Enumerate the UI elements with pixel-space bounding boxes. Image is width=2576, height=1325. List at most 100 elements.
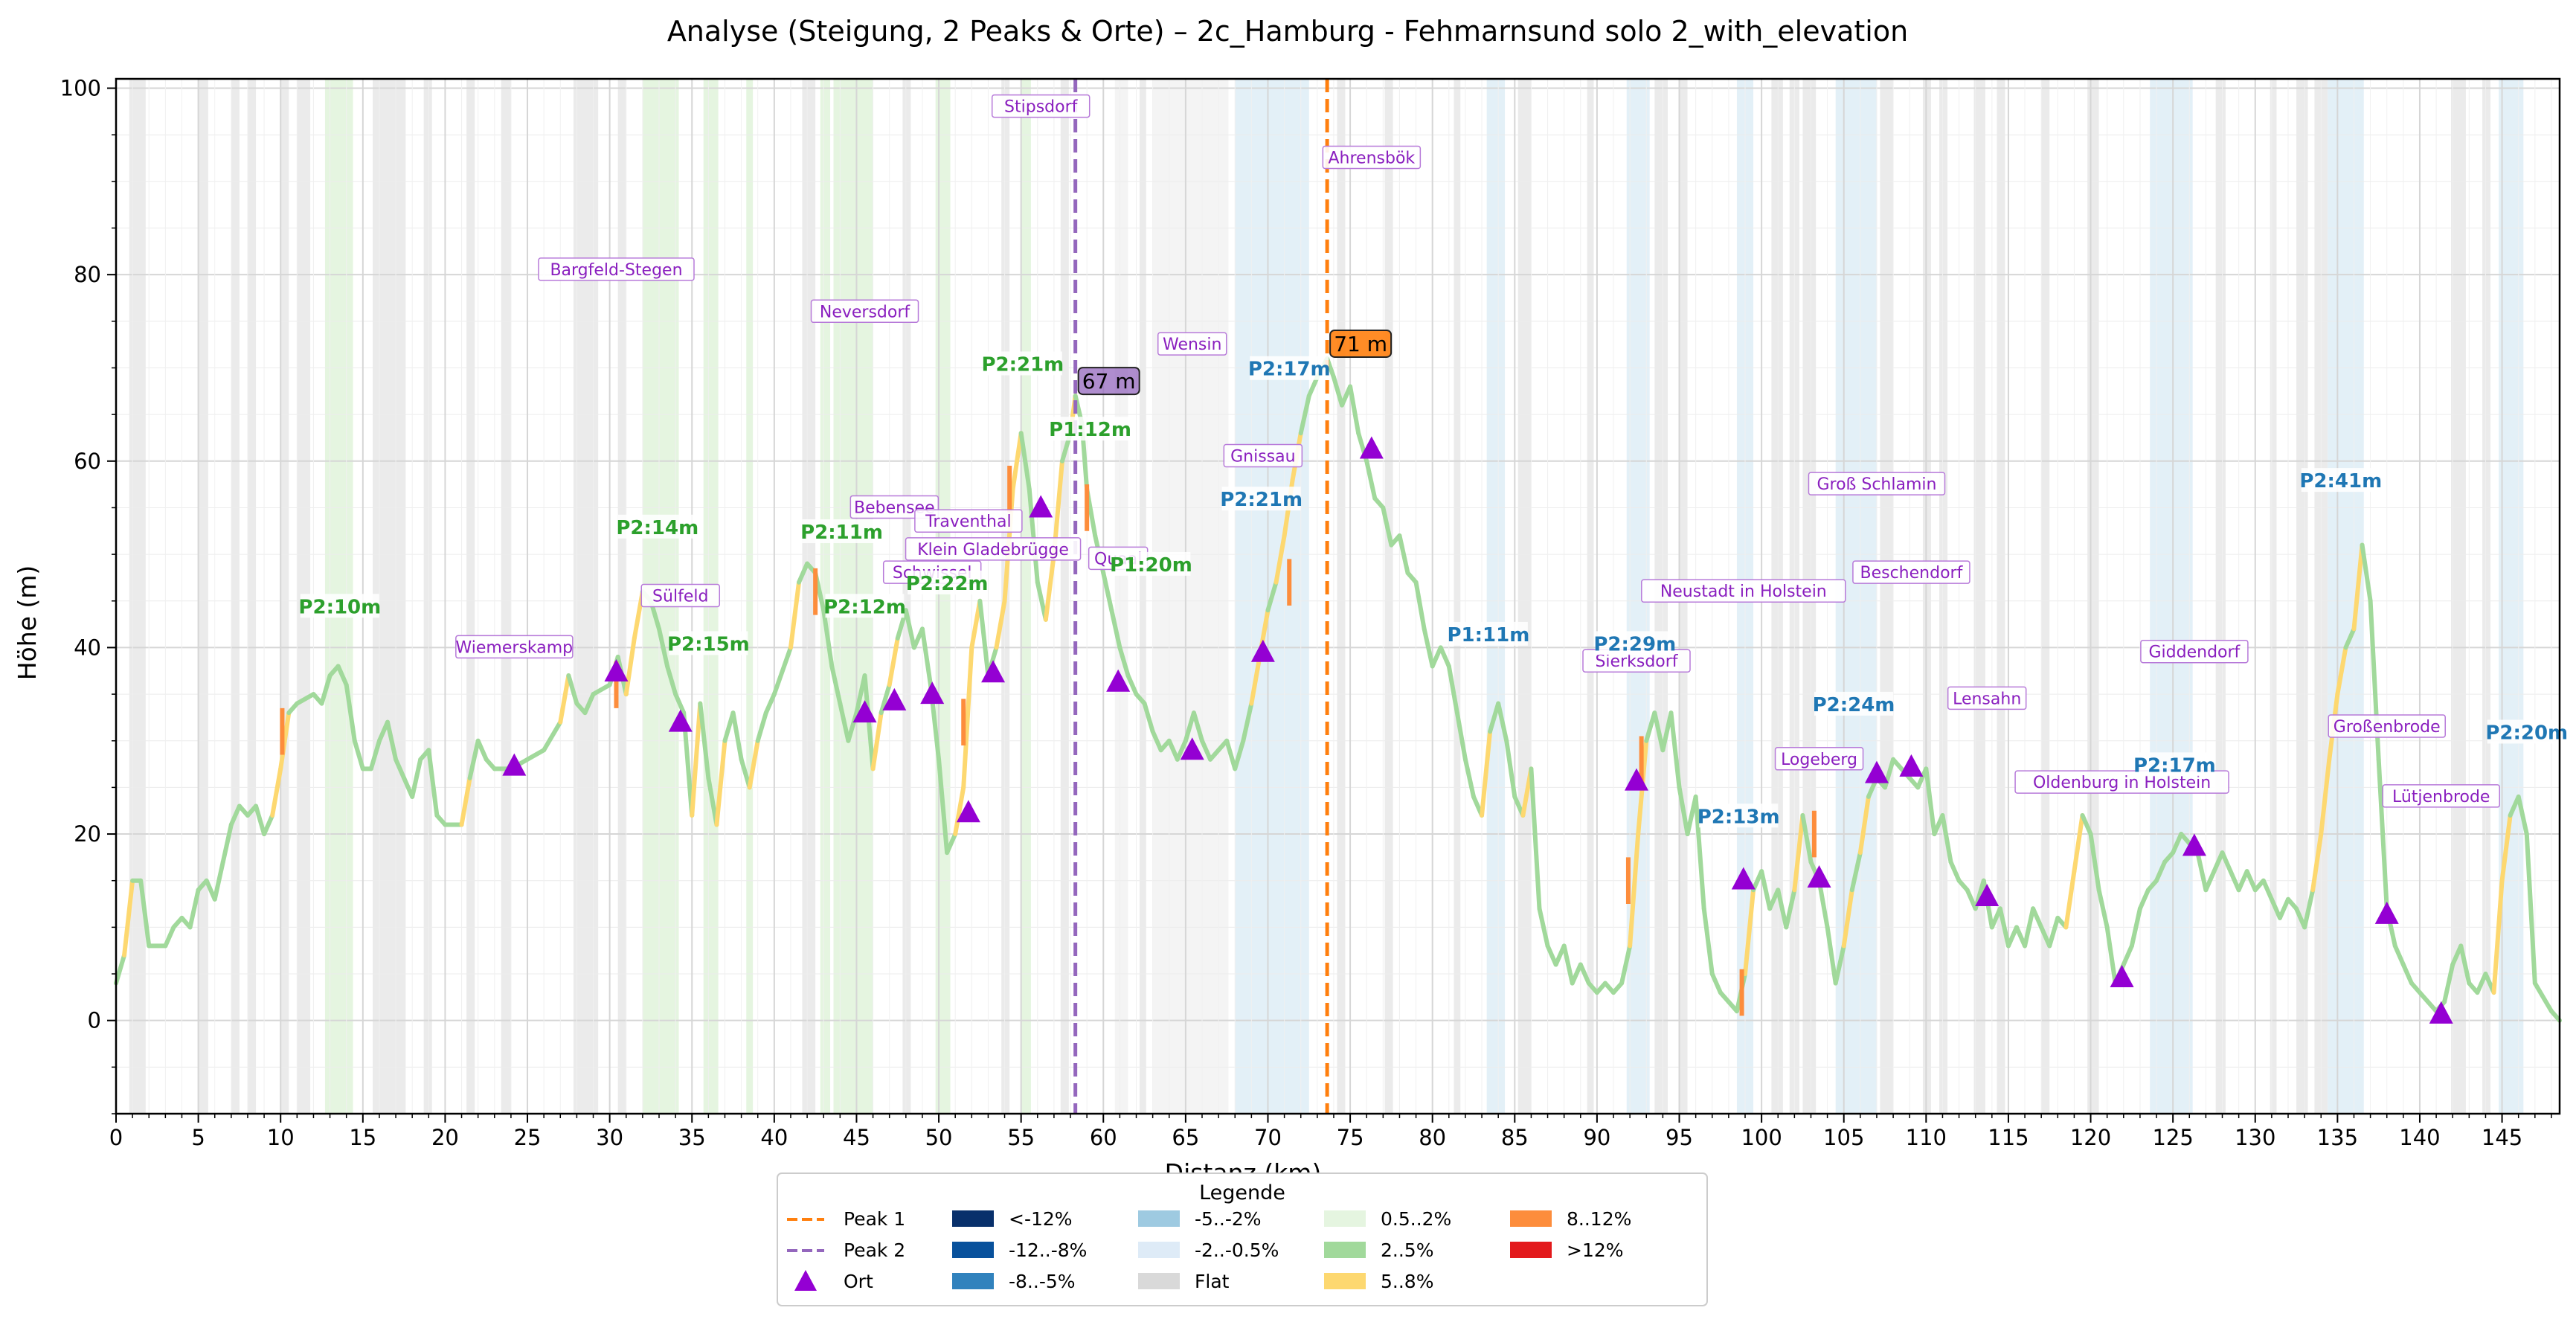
slope-band xyxy=(501,79,511,1114)
segment-label-bg xyxy=(1699,803,1779,828)
segment-label: P1:20m xyxy=(1110,554,1192,577)
place-label-box xyxy=(2328,714,2446,738)
legend-label: Ort xyxy=(844,1271,873,1292)
x-tick-label: 80 xyxy=(1419,1125,1446,1150)
profile-segment xyxy=(1849,850,1863,893)
place-label: Gnissau xyxy=(1230,448,1295,466)
profile-segment xyxy=(2072,812,2085,874)
legend-label: 8..12% xyxy=(1567,1208,1631,1230)
profile-segment xyxy=(2212,850,2225,874)
slope-band xyxy=(573,79,599,1114)
profile-segment xyxy=(2269,896,2282,920)
x-tick-label: 5 xyxy=(191,1125,205,1150)
segment-label: P2:20m xyxy=(2485,722,2568,744)
segment-label: P2:13m xyxy=(1697,806,1780,828)
profile-segment xyxy=(1561,943,1575,986)
profile-segment xyxy=(228,803,242,827)
profile-segment xyxy=(2343,626,2357,650)
segment-label: P2:41m xyxy=(2299,470,2382,493)
profile-segment xyxy=(2154,859,2168,883)
x-tick-label: 25 xyxy=(514,1125,542,1150)
segment-label-bg xyxy=(2135,752,2214,777)
place-label-box xyxy=(1157,332,1227,356)
segment-label: P2:12m xyxy=(823,596,906,618)
legend-label: 2..5% xyxy=(1381,1239,1433,1261)
profile-segment xyxy=(2137,888,2151,911)
legend-label: -12..-8% xyxy=(1009,1239,1087,1261)
slope-band xyxy=(1587,79,1594,1114)
legend-swatch xyxy=(794,1270,817,1291)
place-marker xyxy=(2110,965,2134,988)
profile-segment xyxy=(1454,710,1468,762)
slope-band xyxy=(1997,79,2005,1114)
profile-segment xyxy=(2228,869,2241,893)
profile-segment xyxy=(2121,943,2134,967)
profile-segment xyxy=(2310,832,2324,893)
x-tick-label: 100 xyxy=(1741,1125,1782,1150)
place-marker xyxy=(1975,884,2000,907)
x-tick-label: 115 xyxy=(1988,1125,2029,1150)
profile-segment xyxy=(1018,431,1032,492)
profile-segment xyxy=(2532,981,2554,1014)
legend-label: <-12% xyxy=(1009,1208,1073,1230)
slope-band xyxy=(1486,79,1506,1114)
profile-segment xyxy=(1619,943,1633,986)
place-label: Sierksdorf xyxy=(1595,652,1678,671)
profile-segment xyxy=(1701,906,1715,977)
segment-label-bg xyxy=(802,519,881,544)
place-label: Groß Schlamin xyxy=(1817,475,1936,494)
profile-segment xyxy=(1480,729,1493,818)
y-tick-label: 100 xyxy=(60,76,101,101)
peak-label: 71 m xyxy=(1334,332,1387,356)
profile-segment xyxy=(459,775,472,827)
profile-segment xyxy=(919,626,933,687)
place-label: Lütjenbrode xyxy=(2392,788,2490,806)
profile-segment xyxy=(846,710,859,743)
place-marker xyxy=(981,660,1006,683)
profile-segment xyxy=(138,878,152,949)
segment-label: P2:14m xyxy=(616,517,698,539)
x-tick-label: 15 xyxy=(349,1125,376,1150)
profile-segment xyxy=(1117,645,1131,678)
segment-label-bg xyxy=(1448,621,1528,646)
place-label-box xyxy=(1641,579,1846,603)
x-tick-label: 20 xyxy=(431,1125,459,1150)
slope-band xyxy=(1880,79,1894,1114)
slope-band xyxy=(231,79,240,1114)
profile-segment xyxy=(887,635,900,687)
place-marker xyxy=(1731,867,1756,890)
segment-label-bg xyxy=(825,594,905,618)
slope-band xyxy=(1939,79,1948,1114)
profile-segment xyxy=(566,673,579,706)
legend-label: 0.5..2% xyxy=(1381,1208,1451,1230)
x-tick-label: 75 xyxy=(1337,1125,1364,1150)
profile-segment xyxy=(2335,645,2348,697)
profile-segment xyxy=(1241,701,1254,743)
profile-segment xyxy=(2360,542,2373,603)
profile-segment xyxy=(1578,962,1591,986)
x-tick-label: 125 xyxy=(2152,1125,2193,1150)
profile-segment xyxy=(1800,812,1814,864)
profile-segment xyxy=(945,832,958,856)
profile-segment xyxy=(994,598,1007,650)
segment-label: P1:11m xyxy=(1447,624,1529,647)
profile-segment xyxy=(690,701,703,818)
profile-segment xyxy=(1570,962,1583,986)
profile-segment xyxy=(426,748,440,818)
legend-label: Flat xyxy=(1195,1271,1230,1292)
x-tick-label: 90 xyxy=(1583,1125,1610,1150)
x-tick-label: 145 xyxy=(2482,1125,2522,1150)
peak-label-box xyxy=(1329,329,1393,358)
place-label: Bargfeld-Stegen xyxy=(550,261,682,280)
segment-label-bg xyxy=(300,594,379,618)
slope-band xyxy=(129,79,146,1114)
profile-segment xyxy=(1446,664,1459,716)
place-label-box xyxy=(1808,472,1946,495)
x-tick-label: 130 xyxy=(2235,1125,2275,1150)
segment-label-bg xyxy=(1050,417,1130,441)
profile-segment xyxy=(1233,738,1246,771)
profile-segment xyxy=(2499,812,2513,883)
profile-segment xyxy=(2261,878,2274,902)
profile-segment xyxy=(2220,850,2233,874)
place-marker xyxy=(920,681,945,705)
